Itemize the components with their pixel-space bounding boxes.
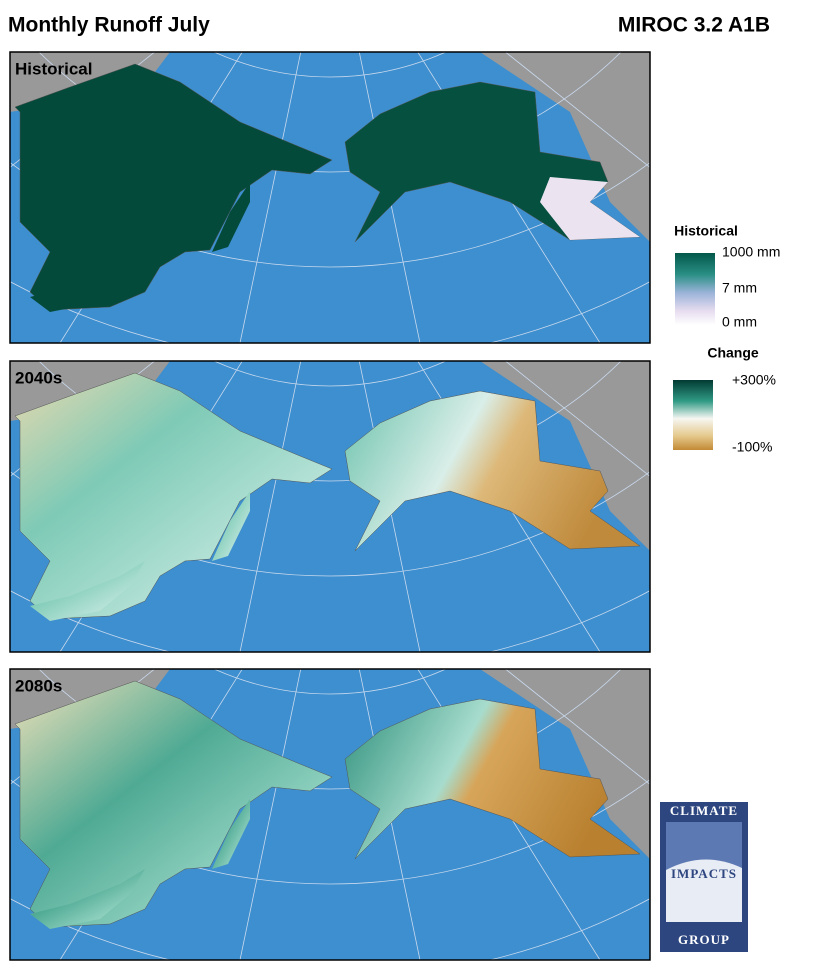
map xyxy=(10,361,650,652)
legend-title: Change xyxy=(707,345,759,361)
legend-label: 7 mm xyxy=(722,280,757,296)
graticule xyxy=(213,52,447,78)
land xyxy=(480,669,650,859)
land-asia xyxy=(14,63,333,311)
land-japan xyxy=(30,252,145,312)
map xyxy=(10,52,650,343)
legend-colorbar xyxy=(673,380,713,450)
land-asia xyxy=(14,680,333,928)
panel-label: 2040s xyxy=(15,368,62,387)
graticule xyxy=(10,470,650,577)
logo-hills xyxy=(666,859,742,922)
legend-label: +300% xyxy=(732,372,776,388)
logo-text: CLIMATE xyxy=(670,803,738,818)
graticule xyxy=(239,361,302,652)
legend-label: 0 mm xyxy=(722,314,757,330)
model-label: MIROC 3.2 A1B xyxy=(618,14,770,37)
logo: CLIMATE IMPACTS GROUP xyxy=(660,802,748,952)
map-panel: 2040s xyxy=(9,360,651,653)
land-kamchatka xyxy=(212,182,250,252)
legend-label: -100% xyxy=(732,439,772,455)
logo-text: IMPACTS xyxy=(671,866,737,881)
land xyxy=(480,52,650,242)
graticule xyxy=(213,669,447,695)
panel-label: 2080s xyxy=(15,676,62,695)
title: Monthly Runoff July xyxy=(8,14,210,37)
legend-title: Historical xyxy=(674,223,738,239)
graticule xyxy=(38,669,622,790)
panel-border xyxy=(9,668,651,961)
land-japan xyxy=(30,869,145,929)
land-kamchatka xyxy=(212,799,250,869)
graticule xyxy=(504,52,650,168)
logo-text: GROUP xyxy=(678,932,730,947)
graticule xyxy=(10,778,650,885)
land-alaska xyxy=(344,390,641,552)
land-asia xyxy=(14,372,333,620)
graticule xyxy=(38,361,622,482)
land-southeast xyxy=(540,177,640,240)
panel-border xyxy=(9,51,651,344)
land-kamchatka xyxy=(212,491,250,561)
legend-label: 1000 mm xyxy=(722,244,780,260)
graticule xyxy=(10,161,650,268)
panel-label: Historical xyxy=(15,59,92,78)
land-alaska xyxy=(344,698,641,860)
graticule xyxy=(38,52,622,173)
graticule xyxy=(239,669,302,960)
map-panel: Historical xyxy=(9,51,651,344)
legend-colorbar xyxy=(675,253,715,325)
graticule xyxy=(504,669,650,785)
land xyxy=(480,361,650,551)
graticule xyxy=(239,52,302,343)
graticule xyxy=(213,361,447,387)
graticule xyxy=(504,361,650,477)
panel-border xyxy=(9,360,651,653)
land-japan xyxy=(30,561,145,621)
